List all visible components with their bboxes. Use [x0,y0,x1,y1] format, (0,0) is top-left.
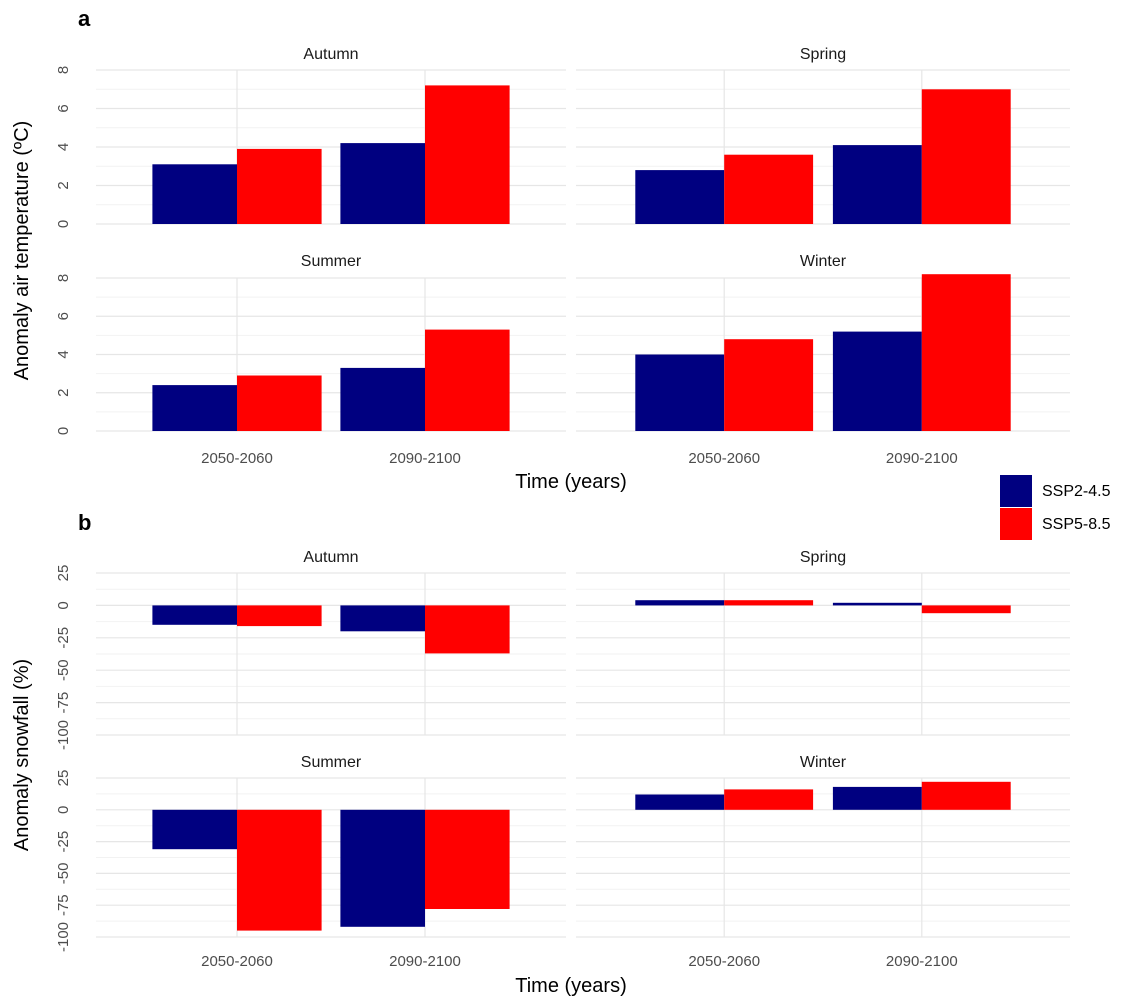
y-tick-label: 6 [55,312,72,320]
facet-title: Summer [301,253,362,270]
bar-ssp585-2050-2060 [237,809,322,931]
bar-ssp585-2050-2060 [237,148,322,224]
y-axis-title: Anomaly snowfall (%) [11,659,33,851]
legend-swatch [1000,475,1032,507]
bar-ssp585-2090-2100 [921,605,1011,614]
y-tick-label: -75 [55,692,72,714]
bar-ssp585-2090-2100 [921,89,1011,225]
y-tick-label: 0 [55,601,72,609]
chart-b: b Autumn -100 -75 -50 -25 0 25 Spring Summer -100 -… [11,510,1070,997]
y-tick-label: 8 [55,66,72,74]
bar-ssp585-2050-2060 [724,600,814,606]
y-tick-label: 0 [55,220,72,228]
y-tick-label: -25 [55,831,72,853]
bar-ssp245-2050-2060 [635,170,725,224]
x-tick-label: 2050-2060 [688,953,760,970]
bar-ssp585-2050-2060 [724,789,814,810]
bar-ssp585-2050-2060 [724,154,814,224]
facet-b-spring: Spring [576,549,1070,736]
bar-ssp245-2090-2100 [340,809,425,927]
y-tick-label: 4 [55,350,72,358]
bar-ssp585-2090-2100 [425,85,510,225]
bar-ssp245-2050-2060 [152,385,237,431]
bar-ssp585-2090-2100 [425,605,510,654]
bar-ssp585-2050-2060 [237,375,322,431]
bar-ssp245-2090-2100 [832,786,922,810]
y-tick-label: 6 [55,104,72,112]
y-tick-label: 25 [55,565,72,582]
facet-b-summer: Summer -100 -75 -50 -25 0 25 2050-2060 2090-2100 [55,754,566,970]
bar-ssp585-2090-2100 [921,274,1011,431]
bar-ssp245-2050-2060 [152,809,237,850]
bar-ssp245-2050-2060 [152,164,237,224]
y-tick-label: -100 [55,922,72,952]
facet-title: Winter [800,754,847,771]
bar-ssp245-2050-2060 [635,794,725,810]
bar-ssp245-2090-2100 [832,331,922,431]
facet-title: Spring [800,46,846,63]
facet-b-winter: Winter 2050-2060 2090-2100 [576,754,1070,970]
facet-title: Autumn [303,46,358,63]
chart-a: a Autumn 0 2 4 6 8 Spring Summer 0 2 4 6 8 2050-2060 20… [11,6,1070,493]
x-axis-title: Time (years) [515,471,626,493]
x-axis-title: Time (years) [515,975,626,997]
y-tick-label: -75 [55,894,72,916]
y-tick-label: 2 [55,389,72,397]
bar-ssp245-2050-2060 [152,605,237,625]
facet-b-autumn: Autumn -100 -75 -50 -25 0 25 [55,549,566,750]
y-tick-label: 0 [55,427,72,435]
bar-ssp245-2050-2060 [635,600,725,606]
x-tick-label: 2090-2100 [886,953,958,970]
legend-label: SSP5-8.5 [1042,516,1111,533]
facet-title: Spring [800,549,846,566]
legend-swatch [1000,508,1032,540]
y-tick-label: -100 [55,720,72,750]
facet-a-winter: Winter 2050-2060 2090-2100 [576,253,1070,467]
bar-ssp245-2050-2060 [635,354,725,431]
facet-a-summer: Summer 0 2 4 6 8 2050-2060 2090-2100 [55,253,566,467]
facet-a-autumn: Autumn 0 2 4 6 8 [55,46,566,228]
facet-title: Autumn [303,549,358,566]
x-tick-label: 2090-2100 [886,450,958,467]
bar-ssp585-2090-2100 [425,329,510,431]
bar-ssp245-2090-2100 [832,145,922,224]
bar-ssp585-2050-2060 [237,605,322,627]
panel-letter: b [78,510,91,535]
facet-a-spring: Spring [576,46,1070,225]
bar-ssp245-2090-2100 [340,367,425,431]
x-tick-label: 2050-2060 [201,953,273,970]
x-tick-label: 2050-2060 [201,450,273,467]
x-tick-label: 2050-2060 [688,450,760,467]
legend: SSP2-4.5 SSP5-8.5 [1000,475,1111,540]
x-tick-label: 2090-2100 [389,953,461,970]
y-tick-label: -50 [55,659,72,681]
y-tick-label: 0 [55,806,72,814]
bar-ssp245-2090-2100 [340,605,425,632]
facet-title: Winter [800,253,847,270]
x-tick-label: 2090-2100 [389,450,461,467]
y-axis-title: Anomaly air temperature (ºC) [11,121,33,381]
y-tick-label: -25 [55,627,72,649]
bar-ssp585-2090-2100 [921,781,1011,810]
y-tick-label: 4 [55,143,72,151]
y-tick-label: -50 [55,863,72,885]
y-tick-label: 8 [55,274,72,282]
bar-ssp245-2090-2100 [832,602,922,606]
y-tick-label: 25 [55,770,72,787]
panel-letter: a [78,6,91,31]
bar-ssp585-2090-2100 [425,809,510,909]
y-tick-label: 2 [55,181,72,189]
facet-title: Summer [301,754,362,771]
legend-label: SSP2-4.5 [1042,483,1111,500]
bar-ssp245-2090-2100 [340,143,425,224]
bar-ssp585-2050-2060 [724,339,814,431]
